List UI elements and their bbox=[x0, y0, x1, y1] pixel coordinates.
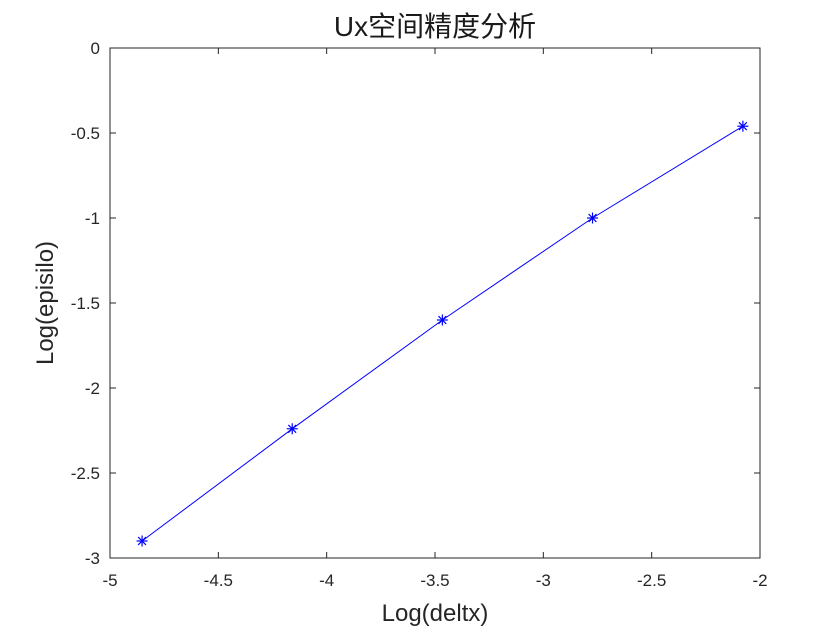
data-point-marker bbox=[136, 535, 148, 547]
x-axis-label: Log(deltx) bbox=[382, 600, 489, 627]
data-point-marker bbox=[286, 423, 298, 435]
y-tick-label: -3 bbox=[85, 549, 100, 568]
y-axis-label: Log(episilo) bbox=[32, 241, 59, 365]
x-tick-label: -4.5 bbox=[204, 571, 233, 590]
axes-box bbox=[109, 47, 761, 559]
series-layer bbox=[136, 120, 749, 547]
y-tick-label: -0.5 bbox=[71, 124, 100, 143]
x-tick-label: -4 bbox=[319, 571, 334, 590]
y-tick-label: -2 bbox=[85, 379, 100, 398]
x-tick-label: -3 bbox=[536, 571, 551, 590]
x-tick-label: -2 bbox=[752, 571, 767, 590]
y-tick-label: -1.5 bbox=[71, 294, 100, 313]
data-point-marker bbox=[737, 120, 749, 132]
y-tick-label: -1 bbox=[85, 209, 100, 228]
data-point-marker bbox=[436, 314, 448, 326]
y-tick-label: 0 bbox=[91, 39, 100, 58]
x-tick-label: -5 bbox=[102, 571, 117, 590]
chart-title: Ux空间精度分析 bbox=[334, 11, 536, 42]
plot-area bbox=[110, 48, 760, 558]
x-tick-label: -3.5 bbox=[420, 571, 449, 590]
tick-labels: -5 -4.5 -4 -3.5 -3 -2.5 -2 0 -0.5 -1 -1.5 -2 -2.5 -3 bbox=[71, 39, 768, 590]
x-tick-label: -2.5 bbox=[637, 571, 666, 590]
y-tick-label: -2.5 bbox=[71, 464, 100, 483]
data-point-marker bbox=[587, 212, 599, 224]
